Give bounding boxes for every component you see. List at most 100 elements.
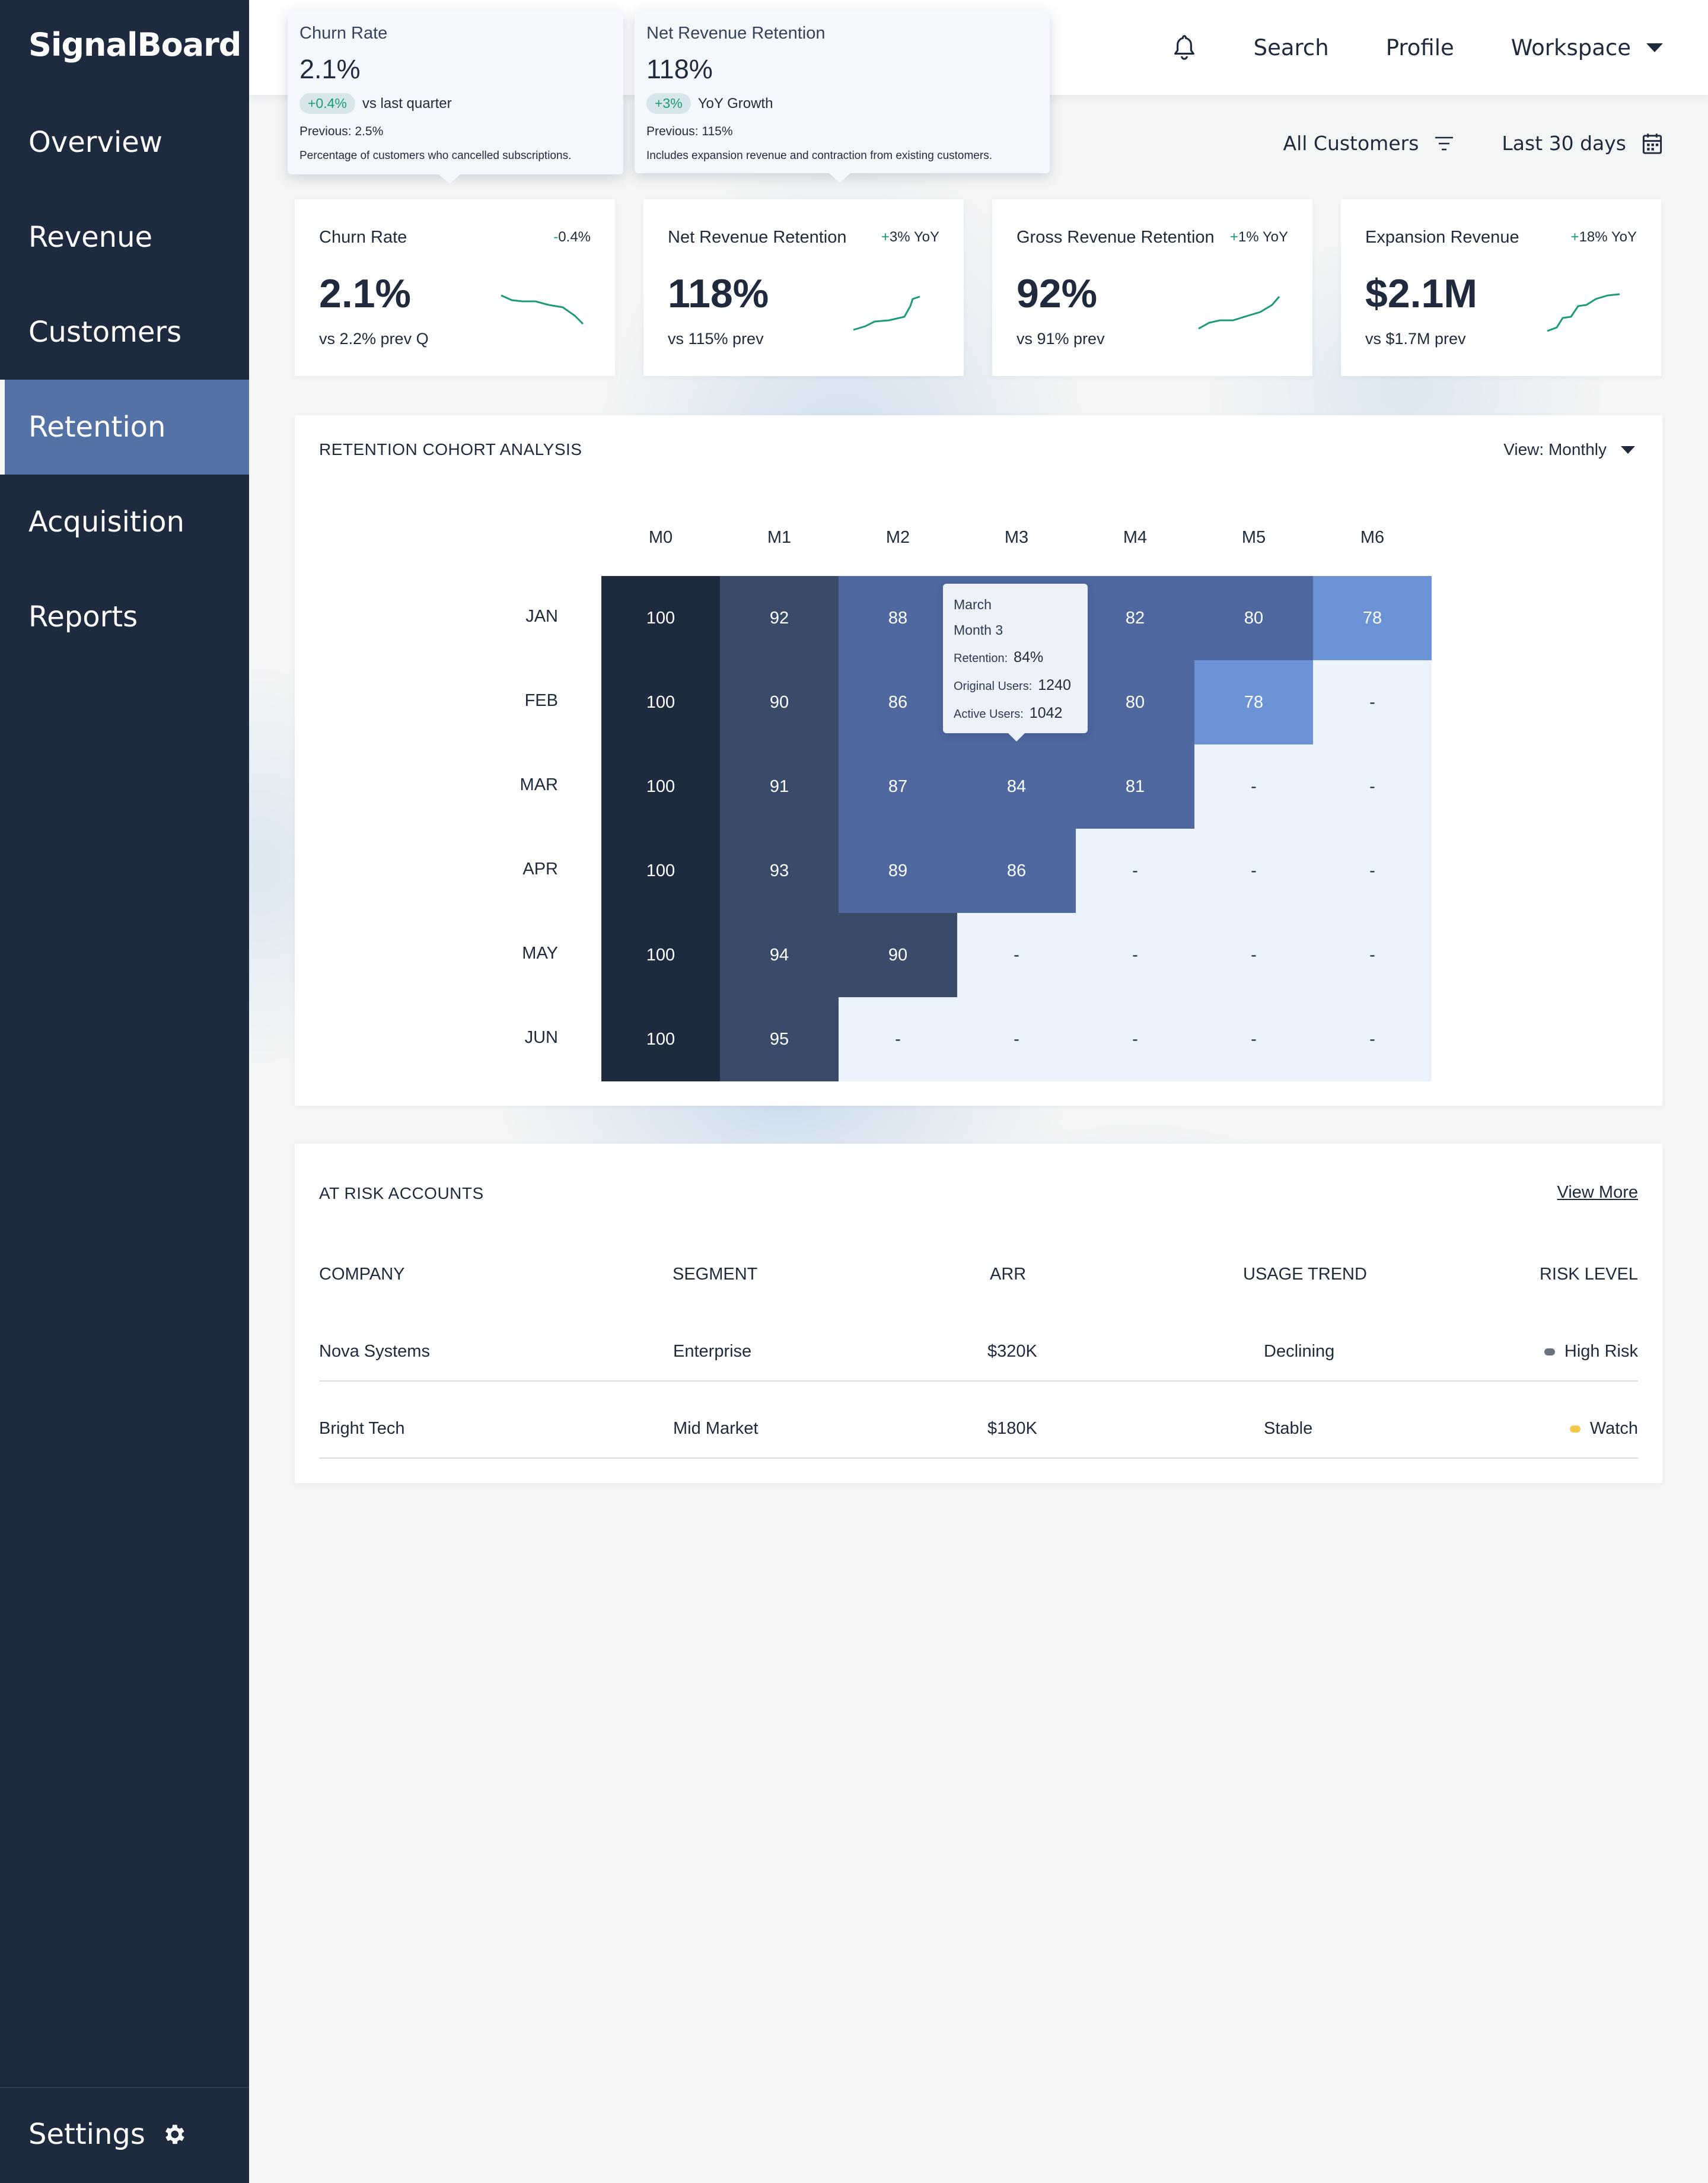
profile-link[interactable]: Profile — [1385, 34, 1454, 61]
cohort-cell[interactable]: - — [957, 913, 1076, 997]
cohort-cell[interactable]: - — [1076, 913, 1194, 997]
sidebar-item-acquisition[interactable]: Acquisition — [0, 475, 249, 569]
column-header-arr: ARR — [990, 1265, 1027, 1284]
cohort-cell[interactable]: 100 — [601, 829, 720, 913]
kpi-comparison: vs $1.7M prev — [1365, 330, 1466, 348]
cohort-cell[interactable]: - — [1194, 997, 1313, 1081]
cohort-cell[interactable]: 100 — [601, 997, 720, 1081]
cohort-cell[interactable]: 93 — [720, 829, 839, 913]
cohort-cell[interactable]: 100 — [601, 576, 720, 660]
bell-icon[interactable] — [1172, 34, 1197, 61]
sidebar-item-retention[interactable]: Retention — [0, 380, 249, 475]
sidebar-item-revenue[interactable]: Revenue — [0, 190, 249, 285]
usage-trend-cell: Stable — [1264, 1419, 1313, 1438]
change-label: YoY Growth — [697, 95, 773, 112]
cohort-cell[interactable]: 88 — [839, 576, 957, 660]
cohort-cell[interactable]: 82 — [1076, 576, 1194, 660]
kpi-label: Net Revenue Retention — [668, 228, 847, 247]
settings-button[interactable]: Settings — [28, 2118, 187, 2151]
kpi-card-expansion[interactable]: Expansion Revenue +18% YoY $2.1M vs $1.7… — [1341, 199, 1661, 376]
cohort-cell[interactable]: 94 — [720, 913, 839, 997]
change-badge: +0.4% — [299, 93, 355, 114]
cohort-cell[interactable]: 100 — [601, 913, 720, 997]
row-header-apr: APR — [522, 860, 558, 879]
kpi-card-churn[interactable]: Churn Rate -0.4% 2.1% vs 2.2% prev Q — [295, 199, 615, 376]
column-header-usage-trend: USAGE TREND — [1243, 1265, 1367, 1284]
column-header-m5: M5 — [1241, 528, 1266, 547]
column-header-m6: M6 — [1360, 528, 1385, 547]
search-link[interactable]: Search — [1253, 34, 1329, 61]
view-more-link[interactable]: View More — [1557, 1183, 1638, 1202]
tooltip-value: 118% — [646, 54, 713, 84]
cohort-cell[interactable]: 89 — [839, 829, 957, 913]
customer-filter[interactable]: All Customers — [1283, 132, 1455, 155]
kpi-card-grr[interactable]: Gross Revenue Retention +1% YoY 92% vs 9… — [992, 199, 1312, 376]
row-header-jun: JUN — [524, 1028, 558, 1047]
risk-level-cell: Watch — [1569, 1419, 1638, 1439]
column-header-m1: M1 — [767, 528, 792, 547]
risk-indicator — [1544, 1348, 1555, 1355]
kpi-comparison: vs 91% prev — [1016, 330, 1105, 348]
tooltip-change: +3% YoY Growth — [646, 93, 1038, 114]
tooltip-title: Churn Rate — [299, 24, 388, 43]
cohort-cell[interactable]: 100 — [601, 744, 720, 829]
cohort-cell[interactable]: 90 — [720, 660, 839, 744]
risk-indicator — [1569, 1425, 1580, 1433]
cohort-cell[interactable]: 86 — [957, 829, 1076, 913]
kpi-comparison: vs 2.2% prev Q — [319, 330, 429, 348]
cohort-cell[interactable]: - — [957, 997, 1076, 1081]
cohort-cell[interactable]: 80 — [1076, 660, 1194, 744]
cohort-cell[interactable]: 95 — [720, 997, 839, 1081]
tooltip-previous: Previous: 115% — [646, 125, 733, 138]
cohort-cell[interactable]: 80 — [1194, 576, 1313, 660]
cohort-card: RETENTION COHORT ANALYSIS View: Monthly … — [295, 415, 1662, 1106]
view-select[interactable]: View: Monthly — [1503, 440, 1635, 459]
cohort-cell[interactable]: - — [1313, 660, 1432, 744]
kpi-card-nrr[interactable]: Net Revenue Retention +3% YoY 118% vs 11… — [643, 199, 964, 376]
cohort-cell[interactable]: - — [839, 997, 957, 1081]
cohort-cell[interactable]: - — [1076, 997, 1194, 1081]
kpi-delta: +1% YoY — [1229, 229, 1288, 245]
workspace-dropdown[interactable]: Workspace — [1511, 35, 1663, 61]
cohort-cell[interactable]: - — [1194, 744, 1313, 829]
kpi-comparison: vs 115% prev — [668, 330, 764, 348]
cohort-cell[interactable]: - — [1194, 913, 1313, 997]
sidebar-item-overview[interactable]: Overview — [0, 95, 249, 190]
cohort-cell[interactable]: - — [1194, 829, 1313, 913]
risk-level-cell: High Risk — [1544, 1342, 1638, 1361]
column-header-company: COMPANY — [319, 1265, 405, 1284]
arr-cell: $180K — [987, 1419, 1037, 1438]
tooltip-previous: Previous: 2.5% — [299, 125, 384, 138]
tooltip-description: Includes expansion revenue and contracti… — [646, 149, 992, 162]
cohort-cell[interactable]: - — [1076, 829, 1194, 913]
cohort-cell[interactable]: 92 — [720, 576, 839, 660]
date-range-picker[interactable]: Last 30 days — [1502, 132, 1663, 155]
cohort-cell[interactable]: - — [1313, 913, 1432, 997]
cohort-cell[interactable]: 91 — [720, 744, 839, 829]
cohort-cell[interactable]: - — [1313, 744, 1432, 829]
sparkline — [1547, 293, 1620, 332]
cohort-cell[interactable]: - — [1313, 997, 1432, 1081]
cohort-cell[interactable]: 90 — [839, 913, 957, 997]
cohort-cell[interactable]: 87 — [839, 744, 957, 829]
cohort-cell[interactable]: 84 — [957, 744, 1076, 829]
date-range-label: Last 30 days — [1502, 132, 1626, 155]
workspace-label: Workspace — [1511, 34, 1631, 61]
sidebar-item-label: Revenue — [28, 221, 153, 254]
cohort-cell[interactable]: 86 — [839, 660, 957, 744]
company-cell: Bright Tech — [319, 1419, 405, 1438]
row-header-feb: FEB — [524, 691, 558, 710]
calendar-icon — [1642, 133, 1662, 154]
sidebar-item-label: Overview — [28, 126, 162, 159]
sidebar-item-customers[interactable]: Customers — [0, 285, 249, 380]
cohort-cell[interactable]: 81 — [1076, 744, 1194, 829]
kpi-value: 2.1% — [319, 271, 411, 316]
cohort-cell[interactable]: - — [1313, 829, 1432, 913]
cohort-cell[interactable]: 78 — [1194, 660, 1313, 744]
sidebar-item-reports[interactable]: Reports — [0, 569, 249, 664]
sparkline — [1198, 296, 1280, 330]
kpi-value: 92% — [1016, 271, 1098, 316]
cohort-cell[interactable]: 100 — [601, 660, 720, 744]
usage-trend-cell: Declining — [1264, 1342, 1335, 1361]
cohort-cell[interactable]: 78 — [1313, 576, 1432, 660]
